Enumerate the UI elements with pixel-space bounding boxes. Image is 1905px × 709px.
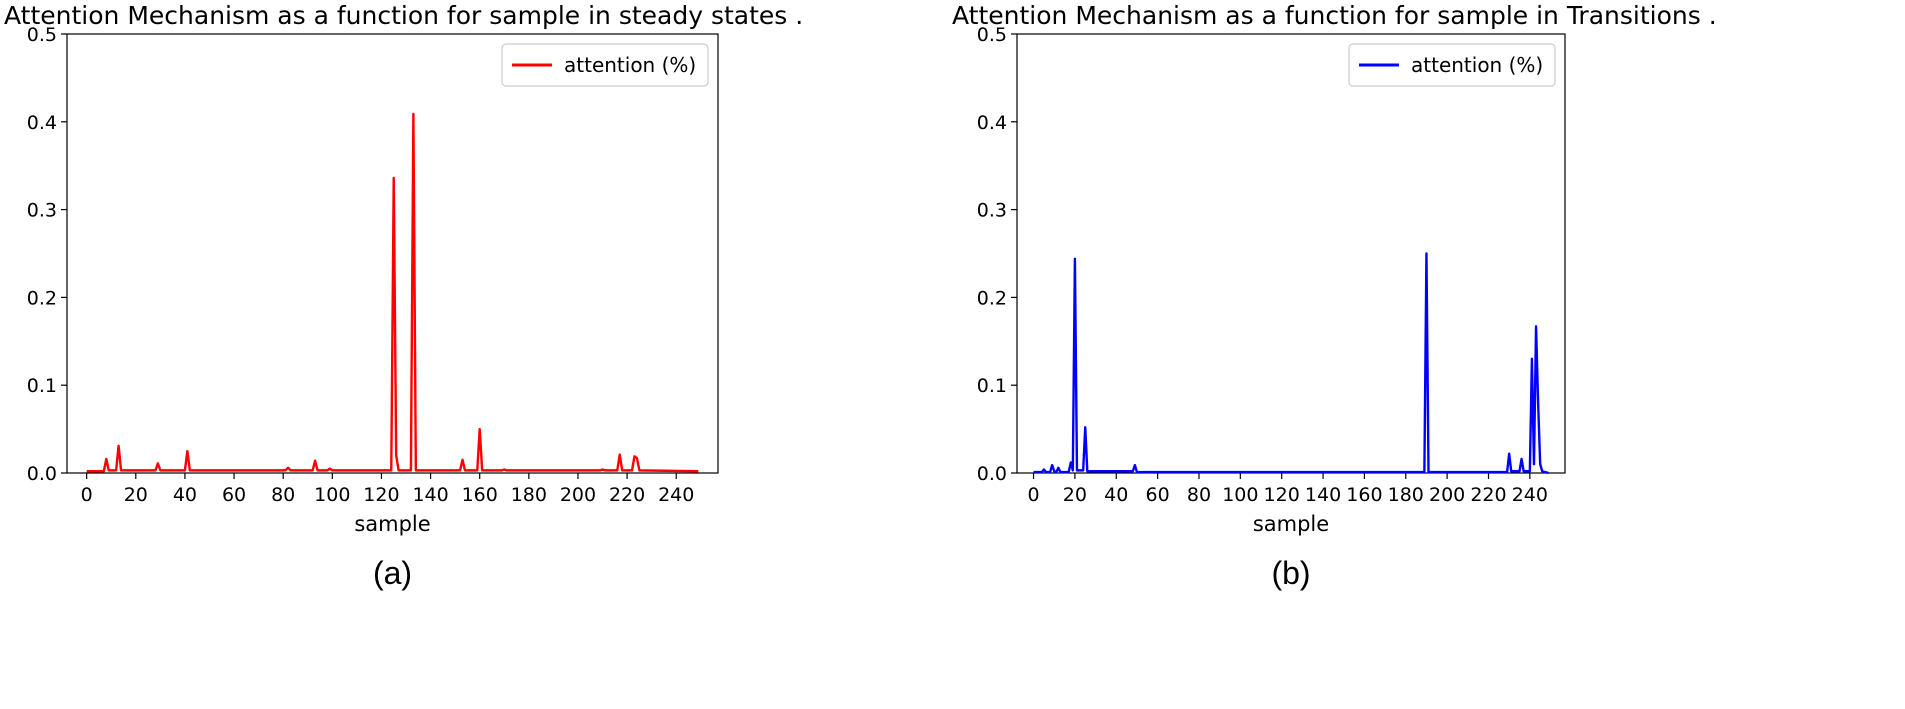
x-tick-label: 100 — [1222, 484, 1258, 506]
y-tick-label: 0.5 — [977, 24, 1007, 46]
y-tick-label: 0.3 — [977, 200, 1007, 222]
chart-panel-b: Attention Mechanism as a function for sa… — [952, 0, 1905, 709]
x-tick-label: 40 — [173, 484, 197, 506]
x-tick-label: 220 — [609, 484, 645, 506]
legend-label: attention (%) — [1411, 53, 1543, 77]
x-tick-label: 80 — [271, 484, 295, 506]
x-tick-label: 40 — [1104, 484, 1128, 506]
series-line-attention — [1033, 252, 1549, 475]
y-tick-label: 0.4 — [977, 112, 1007, 134]
x-tick-label: 20 — [124, 484, 148, 506]
y-tick-label: 0.2 — [977, 287, 1007, 309]
plot-frame — [1016, 33, 1566, 474]
x-tick-label: 100 — [314, 484, 350, 506]
x-tick-label: 80 — [1187, 484, 1211, 506]
y-tick-label: 0.1 — [27, 375, 57, 397]
x-tick-label: 60 — [222, 484, 246, 506]
x-tick-label: 240 — [658, 484, 694, 506]
x-tick-label: 200 — [1429, 484, 1465, 506]
x-tick-label: 0 — [81, 484, 93, 506]
x-tick-label: 180 — [1388, 484, 1424, 506]
panel-label: (b) — [1271, 555, 1310, 591]
x-tick-label: 220 — [1470, 484, 1506, 506]
legend-box — [1348, 43, 1556, 87]
x-tick-label: 160 — [462, 484, 498, 506]
legend-box — [501, 43, 709, 87]
x-tick-label: 180 — [511, 484, 547, 506]
chart-b-svg: Attention Mechanism as a function for sa… — [952, 1, 1717, 591]
y-tick-label: 0.2 — [27, 287, 57, 309]
series-line-attention — [86, 112, 699, 473]
chart-title: Attention Mechanism as a function for sa… — [4, 1, 803, 30]
chart-panel-a: Attention Mechanism as a function for sa… — [0, 0, 952, 709]
x-axis-label: sample — [1253, 512, 1329, 536]
legend: attention (%) — [1348, 43, 1556, 87]
x-tick-label: 240 — [1512, 484, 1548, 506]
legend: attention (%) — [501, 43, 709, 87]
x-tick-label: 140 — [412, 484, 448, 506]
x-tick-label: 200 — [560, 484, 596, 506]
y-tick-label: 0.4 — [27, 112, 57, 134]
x-tick-label: 120 — [1264, 484, 1300, 506]
y-tick-label: 0.0 — [27, 463, 57, 485]
y-tick-label: 0.0 — [977, 463, 1007, 485]
y-tick-label: 0.1 — [977, 375, 1007, 397]
x-tick-label: 60 — [1146, 484, 1170, 506]
plot-frame — [66, 33, 719, 474]
x-tick-label: 20 — [1063, 484, 1087, 506]
y-tick-label: 0.3 — [27, 200, 57, 222]
x-axis-label: sample — [354, 512, 430, 536]
x-tick-label: 0 — [1027, 484, 1039, 506]
legend-label: attention (%) — [564, 53, 696, 77]
chart-a-svg: Attention Mechanism as a function for sa… — [4, 1, 803, 591]
x-tick-label: 160 — [1346, 484, 1382, 506]
panel-label: (a) — [373, 555, 412, 591]
x-tick-label: 120 — [363, 484, 399, 506]
y-tick-label: 0.5 — [27, 24, 57, 46]
x-tick-label: 140 — [1305, 484, 1341, 506]
chart-title: Attention Mechanism as a function for sa… — [952, 1, 1717, 30]
